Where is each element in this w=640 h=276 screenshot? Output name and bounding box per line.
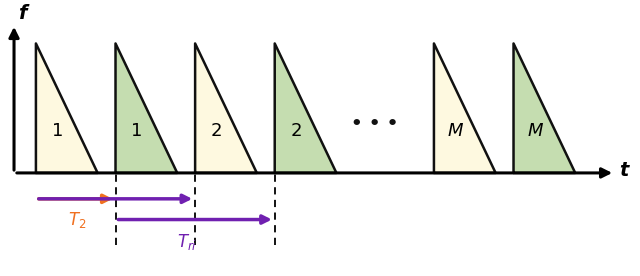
Text: $T_{ri}$: $T_{ri}$: [177, 232, 197, 253]
Text: 2: 2: [211, 123, 223, 140]
Text: 1: 1: [52, 123, 63, 140]
Polygon shape: [275, 43, 337, 173]
Polygon shape: [513, 43, 575, 173]
Text: t: t: [619, 161, 628, 180]
Text: f: f: [18, 4, 26, 23]
Polygon shape: [36, 43, 98, 173]
Text: • • •: • • •: [351, 115, 398, 133]
Text: $T_2$: $T_2$: [68, 211, 86, 230]
Polygon shape: [115, 43, 177, 173]
Text: M: M: [527, 123, 543, 140]
Text: M: M: [448, 123, 463, 140]
Polygon shape: [195, 43, 257, 173]
Text: 2: 2: [291, 123, 302, 140]
Text: 1: 1: [131, 123, 143, 140]
Polygon shape: [434, 43, 495, 173]
